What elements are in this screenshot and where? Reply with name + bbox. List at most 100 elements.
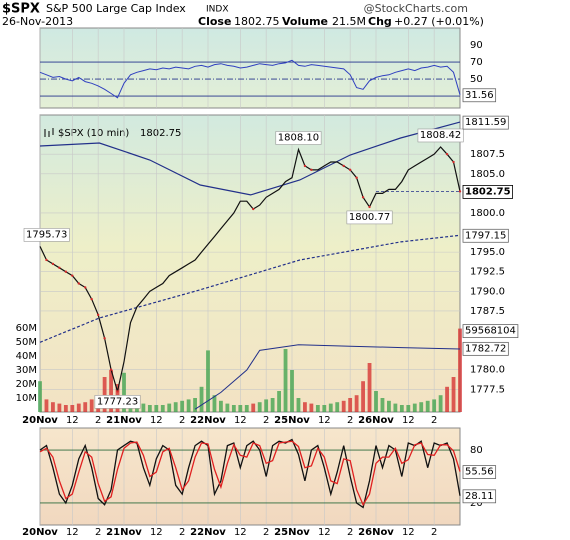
volume-ma-label: 1782.72 xyxy=(465,343,506,354)
legend-value: 1802.75 xyxy=(140,128,181,139)
annotation-box xyxy=(23,228,70,242)
volume-tick-label: 20M xyxy=(16,379,37,390)
price-annotation: 1795.73 xyxy=(26,229,67,240)
source: @StockCharts.com xyxy=(364,2,468,15)
rsi-tick-label: 50 xyxy=(470,74,483,85)
volume-bar xyxy=(290,370,294,412)
price-annotation: 1808.10 xyxy=(278,132,319,143)
volume-bar xyxy=(102,377,107,412)
x-tick-label: 12 xyxy=(234,527,247,538)
annotation-box xyxy=(417,128,464,143)
volume-bar xyxy=(445,386,449,412)
price-annotation: 1808.42 xyxy=(420,130,461,141)
volume-bar xyxy=(57,403,62,412)
x-tick-label: 12 xyxy=(234,415,247,426)
symbol: $SPX xyxy=(2,2,40,17)
volume-bar xyxy=(399,405,404,412)
price-down-point xyxy=(64,270,68,273)
x-tick-label: 12 xyxy=(150,527,163,538)
annotation-box xyxy=(94,395,141,409)
rsi-tick-label: 70 xyxy=(470,57,483,68)
price-down-point xyxy=(90,297,93,301)
exchange: INDX xyxy=(206,5,228,15)
price-down-point xyxy=(355,176,358,179)
y-tick-label: 1792.5 xyxy=(470,267,505,278)
y-tick-label: 1790.0 xyxy=(470,286,505,297)
price-down-point xyxy=(252,207,255,211)
volume-bar xyxy=(412,403,417,412)
volume-bar xyxy=(374,391,378,412)
price-down-point xyxy=(368,205,371,209)
volume-bar xyxy=(406,405,411,412)
volume-bar xyxy=(387,400,391,412)
volume-tick-label: 10M xyxy=(16,393,37,404)
ma-last-label-box xyxy=(462,115,509,130)
volume-bar xyxy=(451,377,456,412)
volume-bar xyxy=(122,372,126,412)
volume-bar xyxy=(432,399,437,412)
x-tick-label: 25Nov xyxy=(274,415,310,426)
volume-bar xyxy=(154,405,159,412)
volume-ma-line xyxy=(194,344,461,410)
volume-bar xyxy=(251,403,256,412)
x-tick-label: 12 xyxy=(66,527,79,538)
close-value: 1802.75 xyxy=(234,15,280,28)
volume-bar xyxy=(458,328,462,412)
volume-bar xyxy=(83,402,88,412)
x-tick-label: 2 xyxy=(347,527,353,538)
x-tick-label: 25Nov xyxy=(274,527,310,538)
x-tick-label: 20Nov xyxy=(22,415,58,426)
x-tick-label: 2 xyxy=(179,527,185,538)
price-down-point xyxy=(58,266,61,270)
x-tick-label: 26Nov xyxy=(358,415,394,426)
price-down-point xyxy=(348,168,352,172)
volume-tick-label: 40M xyxy=(16,351,37,362)
x-tick-label: 2 xyxy=(263,527,269,538)
volume-bar xyxy=(335,402,340,412)
x-tick-label: 2 xyxy=(347,415,353,426)
volume-bar xyxy=(147,405,152,412)
volume-bar xyxy=(341,400,346,412)
price-down-point xyxy=(77,282,80,285)
rsi-line xyxy=(39,59,461,99)
volume-bar xyxy=(219,400,223,412)
rsi-last-label: 31.56 xyxy=(465,90,494,101)
volume-bar xyxy=(425,400,430,412)
stochastic-last-label-box xyxy=(462,489,497,504)
volume-bar xyxy=(212,395,217,412)
volume-bar xyxy=(76,403,81,412)
close-last-label: 1802.75 xyxy=(465,186,511,197)
x-tick-label: 20Nov xyxy=(22,527,58,538)
stochastic-line xyxy=(39,440,461,507)
volume-bar xyxy=(348,398,353,412)
stochastic-line xyxy=(39,438,461,509)
stochastic-tick-label: 20 xyxy=(470,498,483,509)
volume-bar xyxy=(303,402,307,412)
price-down-point xyxy=(452,160,455,164)
volume-last-label-box xyxy=(462,324,519,339)
volume-bar xyxy=(322,405,327,412)
volume-bar xyxy=(89,399,94,412)
chg-value: +0.27 (+0.01%) xyxy=(394,15,484,28)
price-down-point xyxy=(103,337,106,340)
x-tick-label: 2 xyxy=(179,415,185,426)
price-down-point xyxy=(458,190,462,193)
volume-bar xyxy=(231,405,236,412)
x-tick-label: 26Nov xyxy=(358,527,394,538)
close-last-label-box xyxy=(462,185,513,199)
price-annotation: 1777.23 xyxy=(97,396,138,407)
price-panel xyxy=(39,114,461,413)
volume-bar xyxy=(141,403,146,412)
volume-bar xyxy=(160,405,165,412)
price-down-point xyxy=(342,164,345,168)
volume-tick-label: 60M xyxy=(16,323,37,334)
volume-bar xyxy=(63,405,68,412)
x-tick-label: 12 xyxy=(318,527,331,538)
x-tick-label: 12 xyxy=(66,415,79,426)
volume-tick-label: 50M xyxy=(16,337,37,348)
stochastic-last-label-box xyxy=(462,465,497,479)
rsi-panel xyxy=(39,27,461,109)
rsi-tick-label: 90 xyxy=(470,40,483,51)
volume-bar xyxy=(361,381,365,412)
volume-bar xyxy=(173,402,178,412)
